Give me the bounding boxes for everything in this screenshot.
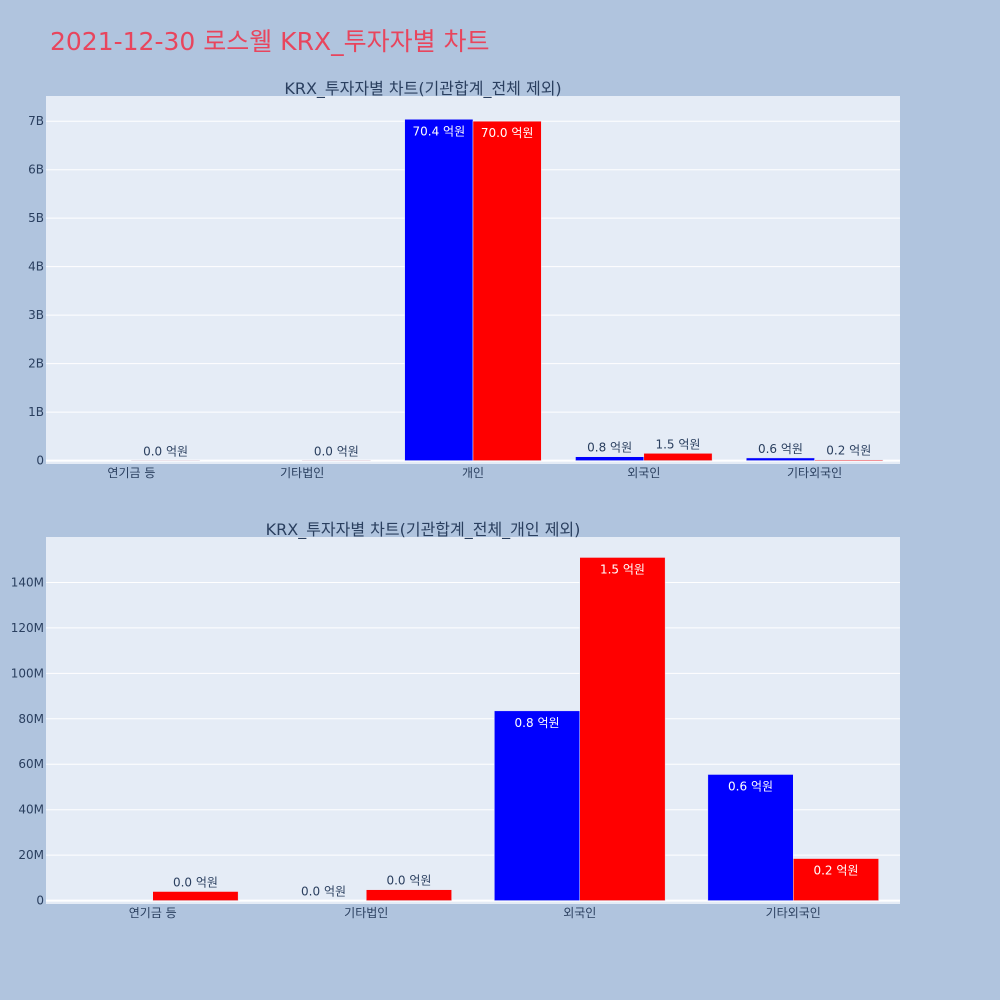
data-label: 0.0 억원 (314, 444, 359, 458)
x-tick-label: 외국인 (563, 906, 596, 920)
x-tick-label: 기타외국인 (766, 906, 821, 920)
data-label: 0.0 억원 (173, 876, 218, 890)
bar (707, 774, 794, 901)
y-tick-label: 80M (18, 712, 44, 726)
y-tick-label: 120M (11, 621, 44, 635)
bar (643, 453, 713, 461)
chart-title: KRX_투자자별 차트(기관합계_전체 제외) (284, 79, 561, 99)
data-label: 70.0 억원 (481, 126, 534, 140)
data-label: 0.0 억원 (386, 874, 431, 888)
x-tick-label: 연기금 등 (129, 906, 177, 920)
bar (494, 710, 581, 901)
data-label: 70.4 억원 (413, 124, 466, 138)
bar (579, 557, 666, 901)
y-tick-label: 2B (28, 357, 44, 371)
x-tick-label: 기타외국인 (787, 466, 842, 480)
data-label: 0.6 억원 (758, 442, 803, 456)
x-tick-label: 연기금 등 (107, 466, 155, 480)
y-tick-label: 7B (28, 114, 44, 128)
y-tick-label: 1B (28, 405, 44, 419)
page-title: 2021-12-30 로스웰 KRX_투자자별 차트 (50, 27, 490, 56)
y-tick-label: 40M (18, 803, 44, 817)
y-tick-label: 0 (36, 454, 44, 468)
bar (793, 858, 879, 901)
bar (472, 120, 542, 461)
x-tick-label: 기타법인 (344, 906, 388, 920)
x-tick-label: 외국인 (627, 466, 660, 480)
y-tick-label: 140M (11, 575, 44, 589)
y-tick-label: 20M (18, 848, 44, 862)
y-tick-label: 60M (18, 757, 44, 771)
data-label: 0.0 억원 (301, 885, 346, 899)
y-tick-label: 6B (28, 163, 44, 177)
data-label: 0.2 억원 (813, 864, 858, 878)
chart-2: 0 20M 40M 60M 80M 100M 120M 140M KRX_투자자별 차트(기관합… (11, 520, 900, 920)
chart-title: KRX_투자자별 차트(기관합계_전체_개인 제외) (266, 520, 581, 540)
bar (746, 457, 815, 461)
y-tick-label: 5B (28, 211, 44, 225)
data-label: 0.6 억원 (728, 779, 773, 793)
bar (404, 119, 474, 461)
y-tick-label: 4B (28, 260, 44, 274)
data-label: 1.5 억원 (600, 562, 645, 576)
x-tick-label: 개인 (462, 466, 484, 480)
y-tick-label: 3B (28, 308, 44, 322)
y-tick-label: 0 (36, 894, 44, 908)
data-label: 0.2 억원 (826, 444, 871, 458)
bar (366, 889, 452, 901)
x-tick-label: 기타법인 (280, 466, 324, 480)
bar (814, 459, 884, 461)
bar (152, 891, 239, 901)
data-label: 0.0 억원 (143, 444, 188, 458)
data-label: 0.8 억원 (515, 716, 560, 730)
bar (575, 456, 645, 461)
data-label: 0.8 억원 (587, 441, 632, 455)
chart-1: 0 1B 2B 3B 4B 5B 6B 7B KRX_투자자별 차트(기관합계_전체 제외) 연기… (28, 79, 900, 480)
y-tick-label: 100M (11, 666, 44, 680)
data-label: 1.5 억원 (655, 437, 700, 451)
